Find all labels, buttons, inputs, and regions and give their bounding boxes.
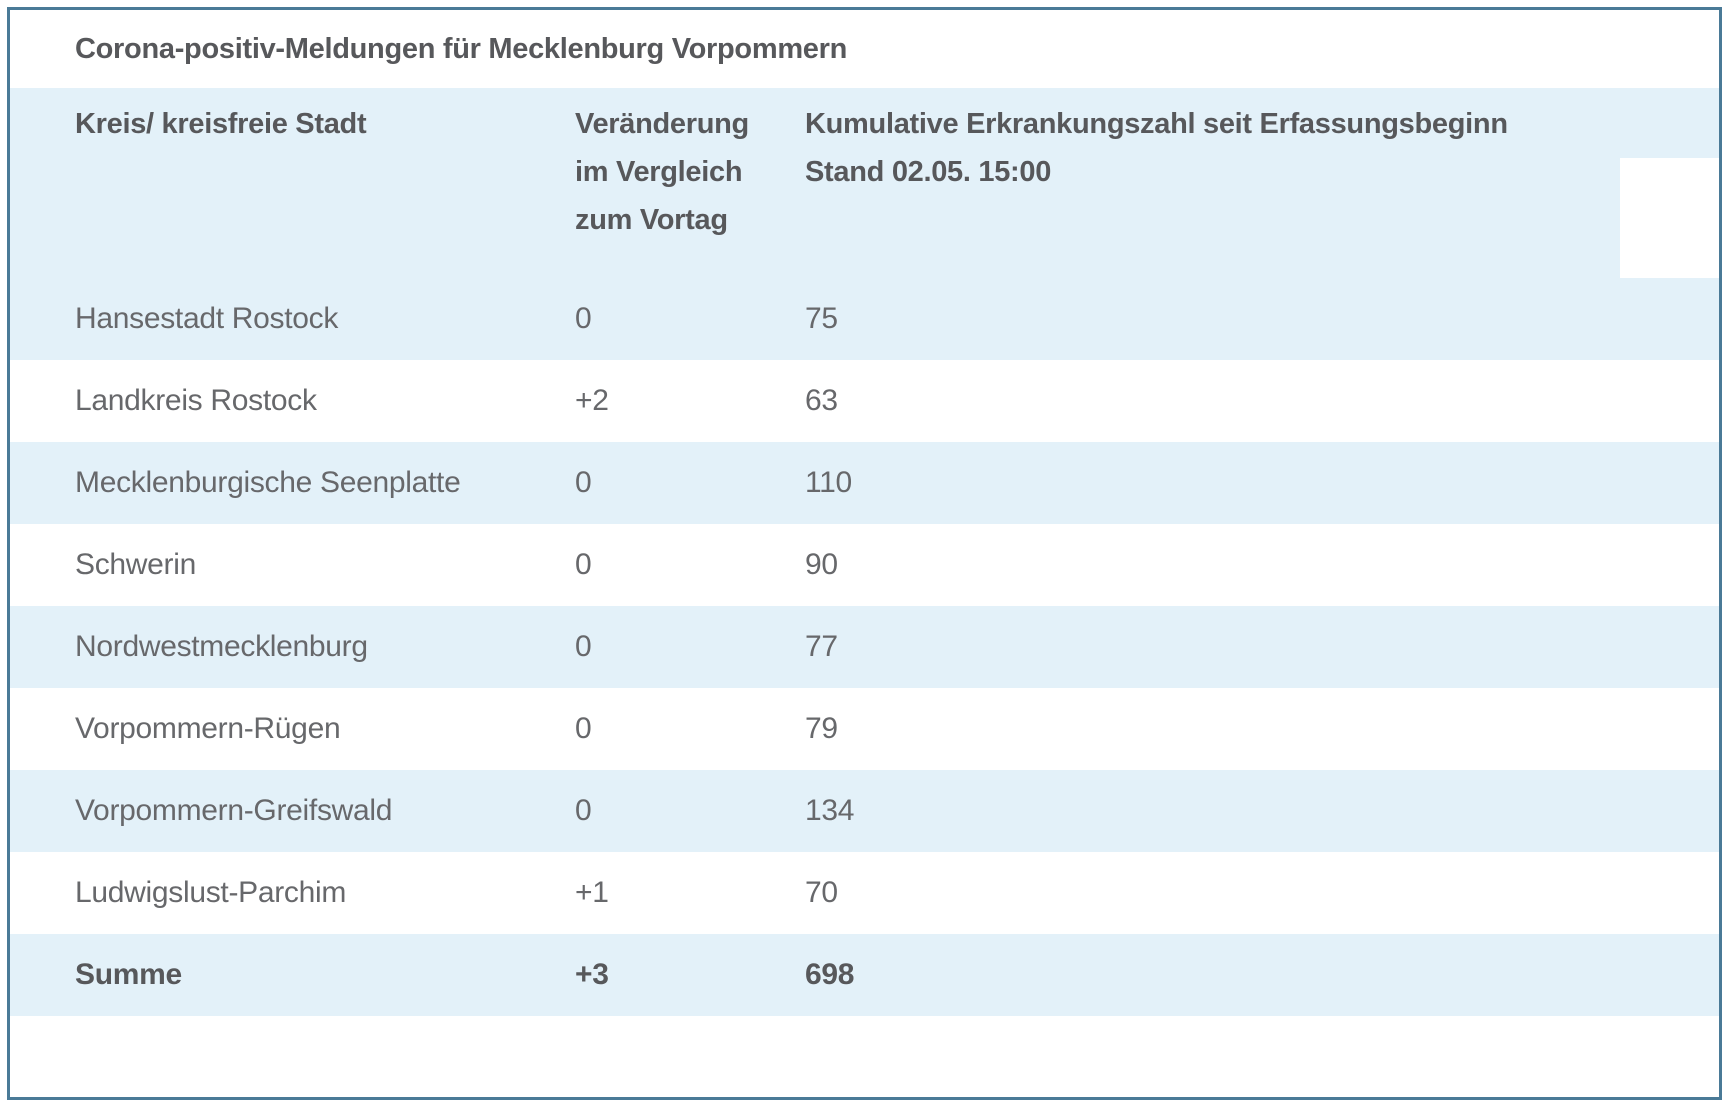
table-footer-spacer xyxy=(10,1016,1719,1097)
cell-kumulativ: 79 xyxy=(805,712,838,745)
table-row: Nordwestmecklenburg 0 77 xyxy=(10,606,1719,688)
table-row: Vorpommern-Greifswald 0 134 xyxy=(10,770,1719,852)
header-kumulative-line2: Stand 02.05. 15:00 xyxy=(805,156,1052,188)
cell-kumulativ: 75 xyxy=(805,302,838,335)
cell-kreis: Vorpommern-Greifswald xyxy=(75,794,393,827)
cell-kreis: Landkreis Rostock xyxy=(75,384,317,417)
corona-table: Corona-positiv-Meldungen für Mecklenburg… xyxy=(7,7,1722,1100)
header-veraenderung-line2: im Vergleich xyxy=(575,156,743,188)
cell-kreis: Ludwigslust-Parchim xyxy=(75,876,347,909)
cell-kreis: Summe xyxy=(75,958,182,991)
table-title: Corona-positiv-Meldungen für Mecklenburg… xyxy=(75,32,848,65)
cell-veraenderung: +2 xyxy=(575,384,609,417)
header-kreis-label: Kreis/ kreisfreie Stadt xyxy=(75,108,367,140)
table-row: Landkreis Rostock +2 63 xyxy=(10,360,1719,442)
table-row: Schwerin 0 90 xyxy=(10,524,1719,606)
cell-veraenderung: 0 xyxy=(575,548,592,581)
header-white-cell xyxy=(1620,158,1719,278)
cell-veraenderung: +3 xyxy=(575,958,609,991)
cell-kreis: Mecklenburgische Seenplatte xyxy=(75,466,461,499)
cell-veraenderung: 0 xyxy=(575,466,592,499)
header-veraenderung: Veränderung im Vergleich zum Vortag xyxy=(575,100,805,278)
cell-veraenderung: 0 xyxy=(575,794,592,827)
cell-veraenderung: +1 xyxy=(575,876,609,909)
cell-kumulativ: 77 xyxy=(805,630,838,663)
cell-kumulativ: 63 xyxy=(805,384,838,417)
cell-veraenderung: 0 xyxy=(575,630,592,663)
table-title-row: Corona-positiv-Meldungen für Mecklenburg… xyxy=(10,10,1719,88)
header-veraenderung-line3: zum Vortag xyxy=(575,204,728,236)
table-row: Vorpommern-Rügen 0 79 xyxy=(10,688,1719,770)
table-row: Ludwigslust-Parchim +1 70 xyxy=(10,852,1719,934)
header-kreis: Kreis/ kreisfreie Stadt xyxy=(75,100,575,278)
cell-kumulativ: 698 xyxy=(805,958,855,991)
header-veraenderung-line1: Veränderung xyxy=(575,108,749,140)
table-row-summe: Summe +3 698 xyxy=(10,934,1719,1016)
cell-veraenderung: 0 xyxy=(575,712,592,745)
cell-kumulativ: 90 xyxy=(805,548,838,581)
cell-kreis: Vorpommern-Rügen xyxy=(75,712,341,745)
cell-kreis: Schwerin xyxy=(75,548,196,581)
cell-kumulativ: 70 xyxy=(805,876,838,909)
table-header-row: Kreis/ kreisfreie Stadt Veränderung im V… xyxy=(10,88,1719,278)
cell-kumulativ: 110 xyxy=(805,466,852,499)
header-kumulative-line1: Kumulative Erkrankungszahl seit Erfassun… xyxy=(805,108,1508,140)
cell-kreis: Nordwestmecklenburg xyxy=(75,630,368,663)
cell-kreis: Hansestadt Rostock xyxy=(75,302,339,335)
cell-kumulativ: 134 xyxy=(805,794,855,827)
table-row: Mecklenburgische Seenplatte 0 110 xyxy=(10,442,1719,524)
table-row: Hansestadt Rostock 0 75 xyxy=(10,278,1719,360)
cell-veraenderung: 0 xyxy=(575,302,592,335)
header-kumulative: Kumulative Erkrankungszahl seit Erfassun… xyxy=(805,100,1719,278)
